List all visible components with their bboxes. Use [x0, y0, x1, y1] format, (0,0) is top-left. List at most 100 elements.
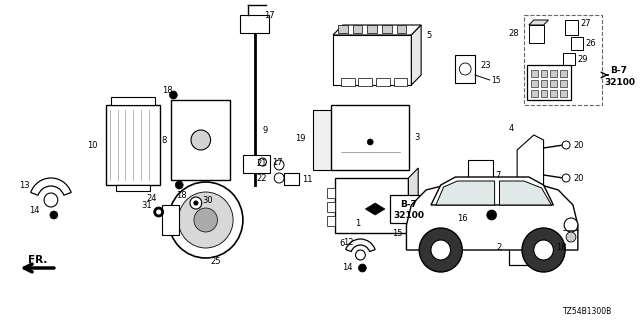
Text: 28: 28 — [508, 28, 519, 37]
Bar — [541, 90, 547, 97]
Bar — [397, 25, 406, 33]
Bar — [367, 25, 377, 33]
Polygon shape — [529, 25, 543, 43]
Bar — [531, 90, 538, 97]
Circle shape — [168, 182, 243, 258]
Bar — [560, 90, 567, 97]
Bar — [338, 25, 348, 33]
Circle shape — [431, 240, 451, 260]
Text: 32100: 32100 — [393, 211, 424, 220]
Bar — [358, 78, 372, 86]
Polygon shape — [333, 25, 421, 35]
Text: 29: 29 — [578, 54, 588, 63]
Bar — [394, 78, 408, 86]
Circle shape — [562, 141, 570, 149]
Text: 14: 14 — [342, 263, 353, 273]
Bar — [531, 70, 538, 77]
Bar — [525, 235, 534, 245]
Circle shape — [175, 181, 183, 189]
Bar — [376, 78, 390, 86]
Text: 5: 5 — [426, 30, 431, 39]
Bar — [353, 25, 362, 33]
Text: 1: 1 — [355, 219, 360, 228]
Circle shape — [540, 246, 547, 254]
Text: 31: 31 — [141, 201, 152, 210]
Text: 20: 20 — [573, 173, 584, 182]
Bar — [560, 80, 567, 87]
Text: 15: 15 — [392, 228, 403, 237]
Polygon shape — [365, 203, 385, 215]
Text: TZ54B1300B: TZ54B1300B — [563, 308, 612, 316]
Bar — [512, 235, 521, 245]
Text: 9: 9 — [262, 125, 268, 134]
Circle shape — [170, 91, 177, 99]
Text: 13: 13 — [19, 180, 29, 189]
Text: 14: 14 — [29, 205, 40, 214]
Bar — [390, 195, 427, 223]
Text: 18: 18 — [162, 85, 172, 94]
Circle shape — [562, 174, 570, 182]
Circle shape — [534, 240, 554, 260]
Circle shape — [460, 63, 471, 75]
Text: 24: 24 — [146, 194, 157, 203]
Circle shape — [179, 192, 233, 248]
Polygon shape — [436, 181, 495, 205]
Bar — [116, 185, 150, 191]
Text: 15: 15 — [492, 76, 501, 84]
Circle shape — [356, 250, 365, 260]
Polygon shape — [571, 37, 583, 50]
Circle shape — [157, 210, 161, 214]
Circle shape — [522, 228, 565, 272]
Text: 17: 17 — [264, 11, 275, 20]
Bar — [541, 80, 547, 87]
Circle shape — [194, 201, 198, 205]
Bar — [550, 80, 557, 87]
Circle shape — [154, 207, 164, 217]
Circle shape — [259, 158, 266, 166]
Text: 20: 20 — [573, 140, 584, 149]
Text: B-7: B-7 — [610, 66, 627, 75]
Bar — [284, 173, 299, 185]
Circle shape — [191, 130, 211, 150]
Text: 8: 8 — [161, 135, 166, 145]
Bar — [524, 15, 602, 105]
Bar — [531, 80, 538, 87]
Polygon shape — [563, 53, 575, 65]
Bar — [560, 70, 567, 77]
Circle shape — [194, 208, 218, 232]
Text: 25: 25 — [211, 258, 221, 267]
Polygon shape — [406, 180, 578, 250]
Circle shape — [466, 203, 470, 207]
Circle shape — [358, 264, 366, 272]
Text: 16: 16 — [458, 213, 468, 222]
Bar — [106, 105, 159, 185]
Circle shape — [367, 139, 373, 145]
Polygon shape — [412, 25, 421, 85]
Polygon shape — [431, 177, 554, 205]
Text: 22: 22 — [257, 173, 268, 182]
Circle shape — [564, 218, 578, 232]
Bar — [335, 178, 408, 233]
Circle shape — [419, 228, 462, 272]
Text: 3: 3 — [414, 132, 420, 141]
Bar — [333, 35, 412, 85]
Polygon shape — [408, 168, 418, 233]
Text: 17: 17 — [272, 157, 283, 166]
Text: 21: 21 — [257, 158, 268, 167]
Polygon shape — [499, 181, 552, 205]
Bar — [550, 70, 557, 77]
Bar — [243, 155, 270, 173]
Bar — [162, 205, 179, 235]
Circle shape — [44, 193, 58, 207]
Text: 26: 26 — [586, 38, 596, 47]
Circle shape — [274, 173, 284, 183]
Text: 4: 4 — [509, 124, 514, 132]
Circle shape — [462, 199, 474, 211]
Text: 27: 27 — [580, 19, 591, 28]
Bar — [538, 235, 547, 245]
Bar — [456, 55, 475, 83]
Bar — [341, 78, 355, 86]
Bar — [327, 216, 335, 226]
Text: 10: 10 — [88, 140, 98, 149]
Bar — [382, 25, 392, 33]
